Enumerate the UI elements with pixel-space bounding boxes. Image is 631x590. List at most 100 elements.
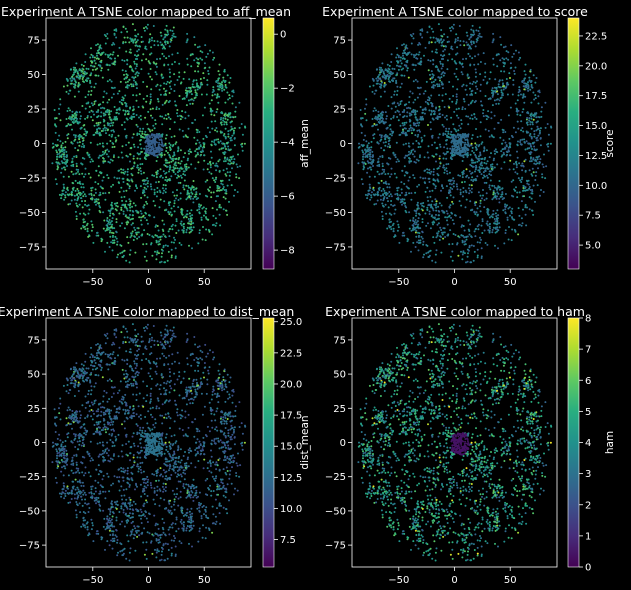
scatter-point bbox=[470, 164, 473, 167]
scatter-point bbox=[396, 102, 399, 105]
scatter-point bbox=[142, 171, 145, 174]
scatter-point bbox=[490, 134, 493, 137]
scatter-point bbox=[159, 238, 162, 241]
scatter-point bbox=[134, 251, 137, 254]
scatter-point bbox=[70, 199, 73, 202]
scatter-point bbox=[390, 228, 393, 231]
scatter-point bbox=[223, 114, 226, 117]
scatter-point bbox=[95, 234, 98, 237]
scatter-point bbox=[229, 171, 232, 174]
scatter-point bbox=[165, 89, 168, 92]
scatter-point bbox=[95, 203, 97, 206]
scatter-point bbox=[431, 50, 434, 53]
scatter-point bbox=[376, 193, 379, 196]
scatter-point bbox=[107, 222, 110, 225]
scatter-point bbox=[226, 141, 229, 144]
scatter-point bbox=[235, 163, 238, 166]
scatter-point bbox=[396, 194, 399, 196]
scatter-point bbox=[375, 77, 378, 80]
scatter-point bbox=[494, 220, 497, 223]
scatter-point bbox=[163, 117, 166, 120]
scatter-point bbox=[378, 188, 381, 191]
scatter-point bbox=[380, 189, 383, 192]
scatter-point bbox=[431, 259, 434, 262]
scatter-point bbox=[75, 162, 78, 165]
scatter-point bbox=[539, 144, 542, 147]
scatter-point bbox=[176, 109, 179, 111]
scatter-point bbox=[470, 179, 473, 181]
scatter-point bbox=[406, 67, 409, 70]
scatter-point bbox=[153, 127, 156, 130]
scatter-point bbox=[214, 129, 217, 132]
scatter-point bbox=[519, 56, 522, 59]
scatter-point bbox=[421, 209, 424, 212]
scatter-point bbox=[210, 172, 213, 175]
scatter-point bbox=[91, 223, 94, 226]
scatter-point bbox=[97, 198, 100, 201]
scatter-point bbox=[357, 162, 360, 165]
scatter-point bbox=[482, 109, 485, 111]
scatter-point bbox=[470, 43, 473, 46]
scatter-point bbox=[192, 201, 195, 204]
scatter-point bbox=[134, 67, 137, 70]
scatter-point bbox=[101, 238, 104, 241]
scatter-point bbox=[95, 132, 98, 135]
scatter-point bbox=[74, 138, 77, 141]
scatter-point bbox=[108, 64, 111, 67]
y-tick-label: 75 bbox=[27, 36, 40, 47]
scatter-point bbox=[76, 141, 79, 144]
scatter-point bbox=[174, 142, 177, 145]
scatter-point bbox=[214, 200, 217, 203]
scatter-point bbox=[111, 133, 114, 136]
scatter-point bbox=[442, 71, 445, 74]
scatter-point bbox=[151, 254, 154, 257]
scatter-point bbox=[413, 113, 416, 116]
scatter-point bbox=[490, 117, 493, 120]
scatter-point bbox=[525, 179, 528, 182]
scatter-point bbox=[474, 235, 477, 238]
scatter-point bbox=[169, 85, 172, 88]
scatter-point bbox=[526, 121, 529, 124]
scatter-point bbox=[159, 115, 162, 118]
scatter-point bbox=[188, 231, 191, 234]
scatter-point bbox=[172, 32, 175, 35]
scatter-point bbox=[409, 160, 412, 163]
scatter-point bbox=[81, 163, 84, 166]
scatter-point bbox=[84, 200, 87, 202]
scatter-point bbox=[182, 216, 185, 219]
scatter-point bbox=[106, 129, 109, 132]
scatter-point bbox=[65, 90, 68, 93]
scatter-point bbox=[161, 219, 164, 222]
scatter-point bbox=[223, 144, 226, 147]
scatter-point bbox=[529, 88, 532, 91]
scatter-point bbox=[390, 53, 393, 56]
scatter-point bbox=[411, 92, 414, 95]
scatter-point bbox=[382, 182, 385, 184]
scatter-point bbox=[524, 213, 527, 216]
scatter-point bbox=[125, 117, 128, 120]
scatter-point bbox=[195, 187, 198, 190]
scatter-point bbox=[200, 218, 203, 221]
scatter-point bbox=[446, 134, 448, 137]
scatter-point bbox=[145, 48, 148, 51]
scatter-point bbox=[81, 105, 84, 107]
scatter-point bbox=[166, 40, 169, 43]
scatter-point bbox=[137, 171, 140, 174]
scatter-point bbox=[538, 132, 541, 135]
y-tick-label: 50 bbox=[27, 70, 40, 81]
scatter-point bbox=[508, 137, 511, 140]
scatter-point bbox=[211, 207, 214, 210]
scatter-point bbox=[434, 198, 437, 201]
scatter-point bbox=[82, 139, 85, 142]
scatter-point bbox=[141, 163, 144, 165]
scatter-point bbox=[150, 151, 153, 154]
scatter-point bbox=[360, 131, 363, 134]
scatter-point bbox=[126, 170, 129, 173]
scatter-point bbox=[134, 29, 137, 31]
scatter-point bbox=[173, 210, 176, 213]
scatter-point bbox=[113, 154, 115, 157]
scatter-point bbox=[390, 173, 393, 176]
scatter-point bbox=[160, 235, 163, 238]
scatter-point bbox=[364, 107, 366, 110]
scatter-point bbox=[396, 116, 399, 118]
